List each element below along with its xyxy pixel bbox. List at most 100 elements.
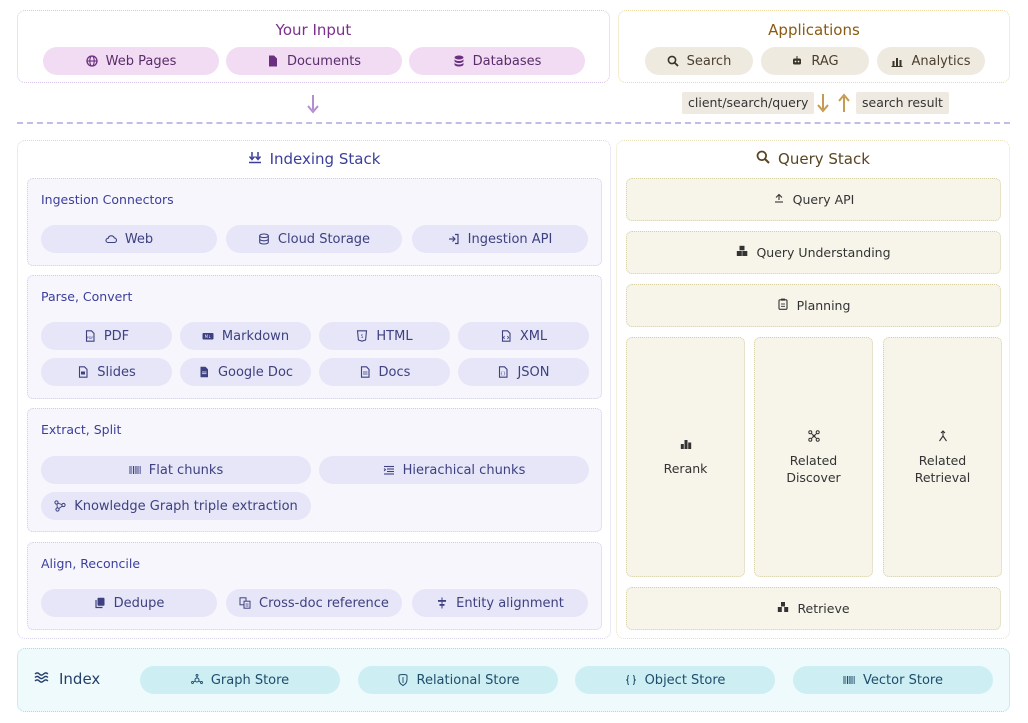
hierachical-chunks-pill[interactable]: Hierachical chunks (319, 456, 589, 484)
query-understanding-label: Query Understanding (756, 245, 891, 260)
related-discover-box[interactable]: Related Discover (754, 337, 873, 577)
relational-store-icon (397, 674, 409, 686)
cross-doc-reference-pill[interactable]: Cross-doc reference (226, 589, 402, 617)
database-icon (258, 233, 270, 245)
web-connector-pill[interactable]: Web (41, 225, 217, 253)
request-tag: client/search/query (682, 92, 815, 114)
braces-icon (625, 674, 637, 686)
knowledge-graph-extraction-pill[interactable]: Knowledge Graph triple extraction (41, 492, 311, 520)
network-icon (807, 429, 820, 446)
databases-label: Databases (472, 53, 542, 69)
pdf-icon: PDF (84, 330, 96, 342)
svg-text:5: 5 (361, 334, 364, 340)
planning-box[interactable]: Planning (626, 284, 1001, 327)
parse-convert-section: Parse, Convert PDF PDF M↓ Markdown 5 HTM… (27, 275, 602, 399)
vector-icon (843, 674, 855, 686)
result-up-arrow (838, 93, 850, 112)
google-doc-icon (198, 366, 210, 378)
index-panel: Index Graph Store Relational Store Objec… (17, 648, 1010, 712)
relational-store-pill[interactable]: Relational Store (358, 666, 558, 694)
dedupe-label: Dedupe (113, 595, 165, 611)
json-pill[interactable]: {} JSON (458, 358, 589, 386)
vector-store-pill[interactable]: Vector Store (793, 666, 993, 694)
entity-alignment-label: Entity alignment (456, 595, 564, 611)
related-retrieval-label-1: Related (918, 452, 967, 468)
google-doc-label: Google Doc (217, 364, 294, 380)
section-divider (17, 122, 1010, 124)
google-doc-pill[interactable]: Google Doc (180, 358, 311, 386)
ingestion-connectors-section: Ingestion Connectors Web Cloud Storage I… (27, 178, 602, 266)
relational-store-label: Relational Store (416, 672, 520, 688)
xml-icon (500, 330, 512, 342)
index-title: Index (59, 670, 101, 688)
ingestion-api-pill[interactable]: Ingestion API (412, 225, 588, 253)
svg-text:M↓: M↓ (205, 334, 212, 339)
html-icon: 5 (356, 330, 368, 342)
related-discover-label-2: Discover (786, 469, 841, 485)
query-api-label: Query API (792, 192, 855, 207)
hierachical-chunks-label: Hierachical chunks (402, 462, 526, 478)
web-connector-label: Web (124, 231, 154, 247)
markdown-pill[interactable]: M↓ Markdown (180, 322, 311, 350)
cloud-storage-pill[interactable]: Cloud Storage (226, 225, 402, 253)
result-tag: search result (856, 92, 949, 114)
extract-split-section: Extract, Split Flat chunks Hierachical c… (27, 408, 602, 532)
retrieve-label: Retrieve (797, 601, 850, 616)
json-label: JSON (517, 364, 550, 380)
query-stack-panel: Query Stack Query API Query Understandin… (616, 140, 1010, 639)
your-input-panel: Your Input Web Pages Documents Databases (17, 10, 610, 83)
object-store-label: Object Store (644, 672, 726, 688)
search-app-pill[interactable]: Search (645, 47, 753, 75)
query-understanding-box[interactable]: Query Understanding (626, 231, 1001, 274)
entity-alignment-pill[interactable]: Entity alignment (412, 589, 588, 617)
merge-icon (937, 429, 949, 446)
request-down-arrow (817, 94, 829, 113)
align-reconcile-title: Align, Reconcile (41, 556, 141, 571)
search-icon (667, 55, 679, 67)
extract-split-title: Extract, Split (41, 422, 122, 437)
align-icon (436, 597, 448, 609)
copy-icon (94, 597, 106, 609)
object-store-pill[interactable]: Object Store (575, 666, 775, 694)
index-header: Index (34, 670, 100, 688)
related-retrieval-box[interactable]: Related Retrieval (883, 337, 1002, 577)
graph-store-pill[interactable]: Graph Store (140, 666, 340, 694)
xml-pill[interactable]: XML (458, 322, 589, 350)
dedupe-pill[interactable]: Dedupe (41, 589, 217, 617)
rerank-box[interactable]: Rerank (626, 337, 745, 577)
graph-icon (54, 500, 66, 512)
clipboard-icon (777, 298, 789, 313)
docs-pill[interactable]: Docs (319, 358, 450, 386)
databases-pill[interactable]: Databases (409, 47, 585, 75)
login-icon (448, 233, 460, 245)
waves-icon (34, 670, 49, 688)
knowledge-graph-extraction-label: Knowledge Graph triple extraction (74, 498, 298, 514)
graph-store-label: Graph Store (210, 672, 290, 688)
rag-app-pill[interactable]: RAG (761, 47, 869, 75)
vector-store-label: Vector Store (863, 672, 943, 688)
docs-icon (359, 366, 371, 378)
retrieve-box[interactable]: Retrieve (626, 587, 1001, 630)
svg-text:{}: {} (501, 371, 507, 377)
pdf-pill[interactable]: PDF PDF (41, 322, 172, 350)
graph-store-icon (190, 674, 203, 686)
indexing-stack-title: Indexing Stack (269, 150, 381, 168)
flat-chunks-pill[interactable]: Flat chunks (41, 456, 311, 484)
slides-pill[interactable]: Slides (41, 358, 172, 386)
analytics-app-label: Analytics (911, 53, 971, 69)
flat-chunks-label: Flat chunks (148, 462, 224, 478)
ingestion-api-label: Ingestion API (467, 231, 553, 247)
reference-icon (239, 597, 251, 609)
query-api-box[interactable]: Query API (626, 178, 1001, 221)
web-pages-pill[interactable]: Web Pages (43, 47, 219, 75)
rerank-label: Rerank (663, 461, 708, 476)
markdown-icon: M↓ (202, 330, 214, 342)
documents-pill[interactable]: Documents (226, 47, 402, 75)
analytics-app-pill[interactable]: Analytics (877, 47, 985, 75)
cloud-icon (105, 233, 117, 245)
html-pill[interactable]: 5 HTML (319, 322, 450, 350)
query-stack-header: Query Stack (617, 150, 1009, 168)
svg-text:PDF: PDF (86, 336, 93, 340)
json-icon: {} (497, 366, 509, 378)
globe-icon (85, 55, 98, 67)
